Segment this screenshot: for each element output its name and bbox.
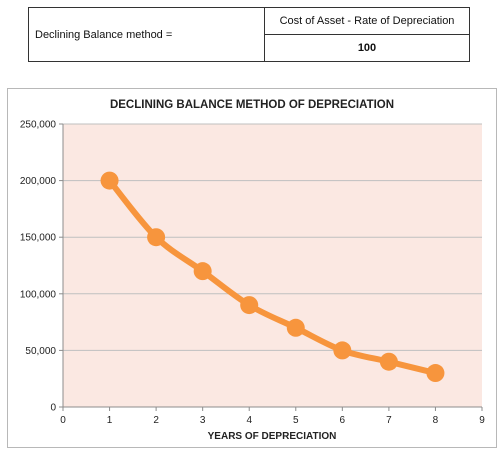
formula-numerator: Cost of Asset - Rate of Depreciation bbox=[265, 8, 469, 35]
x-tick-label: 3 bbox=[200, 415, 206, 426]
x-tick-label: 6 bbox=[340, 415, 346, 426]
x-tick-label: 4 bbox=[246, 415, 252, 426]
formula-label: Declining Balance method = bbox=[29, 8, 265, 61]
plot-background bbox=[63, 124, 482, 407]
data-point bbox=[286, 318, 305, 337]
y-tick-label: 150,000 bbox=[20, 233, 57, 244]
x-tick-label: 1 bbox=[107, 415, 113, 426]
y-tick-label: 250,000 bbox=[20, 120, 57, 131]
formula-box: Declining Balance method = Cost of Asset… bbox=[28, 7, 470, 62]
data-point bbox=[333, 341, 352, 360]
y-tick-label: 200,000 bbox=[20, 176, 57, 187]
y-tick-label: 0 bbox=[50, 403, 56, 414]
data-point bbox=[426, 364, 445, 383]
data-point bbox=[193, 262, 212, 281]
x-tick-label: 9 bbox=[479, 415, 485, 426]
x-tick-label: 8 bbox=[433, 415, 439, 426]
data-point bbox=[147, 228, 166, 247]
x-axis-label: YEARS OF DEPRECIATION bbox=[208, 431, 337, 442]
formula-denominator: 100 bbox=[357, 42, 377, 54]
gridlines bbox=[63, 123, 482, 351]
x-tick-label: 5 bbox=[293, 415, 299, 426]
x-tick-label: 7 bbox=[386, 415, 392, 426]
formula-fraction: Cost of Asset - Rate of Depreciation 100 bbox=[265, 8, 469, 61]
y-tick-label: 50,000 bbox=[25, 346, 56, 357]
x-tick-label: 0 bbox=[60, 415, 66, 426]
chart-svg: 0 50,000 100,000 150,000 200,000 250,000 0 1 2 3 4… bbox=[20, 99, 485, 442]
data-point bbox=[379, 352, 398, 371]
chart-title: DECLINING BALANCE METHOD OF DEPRECIATION bbox=[110, 99, 394, 111]
x-tick-label: 2 bbox=[153, 415, 159, 426]
data-point bbox=[100, 171, 119, 190]
axes: 0 50,000 100,000 150,000 200,000 250,000 0 1 2 3 4… bbox=[20, 120, 485, 427]
chart-area: 0 50,000 100,000 150,000 200,000 250,000 0 1 2 3 4… bbox=[7, 88, 497, 448]
series bbox=[100, 171, 445, 383]
y-tick-label: 100,000 bbox=[20, 289, 57, 300]
data-point bbox=[240, 296, 259, 315]
